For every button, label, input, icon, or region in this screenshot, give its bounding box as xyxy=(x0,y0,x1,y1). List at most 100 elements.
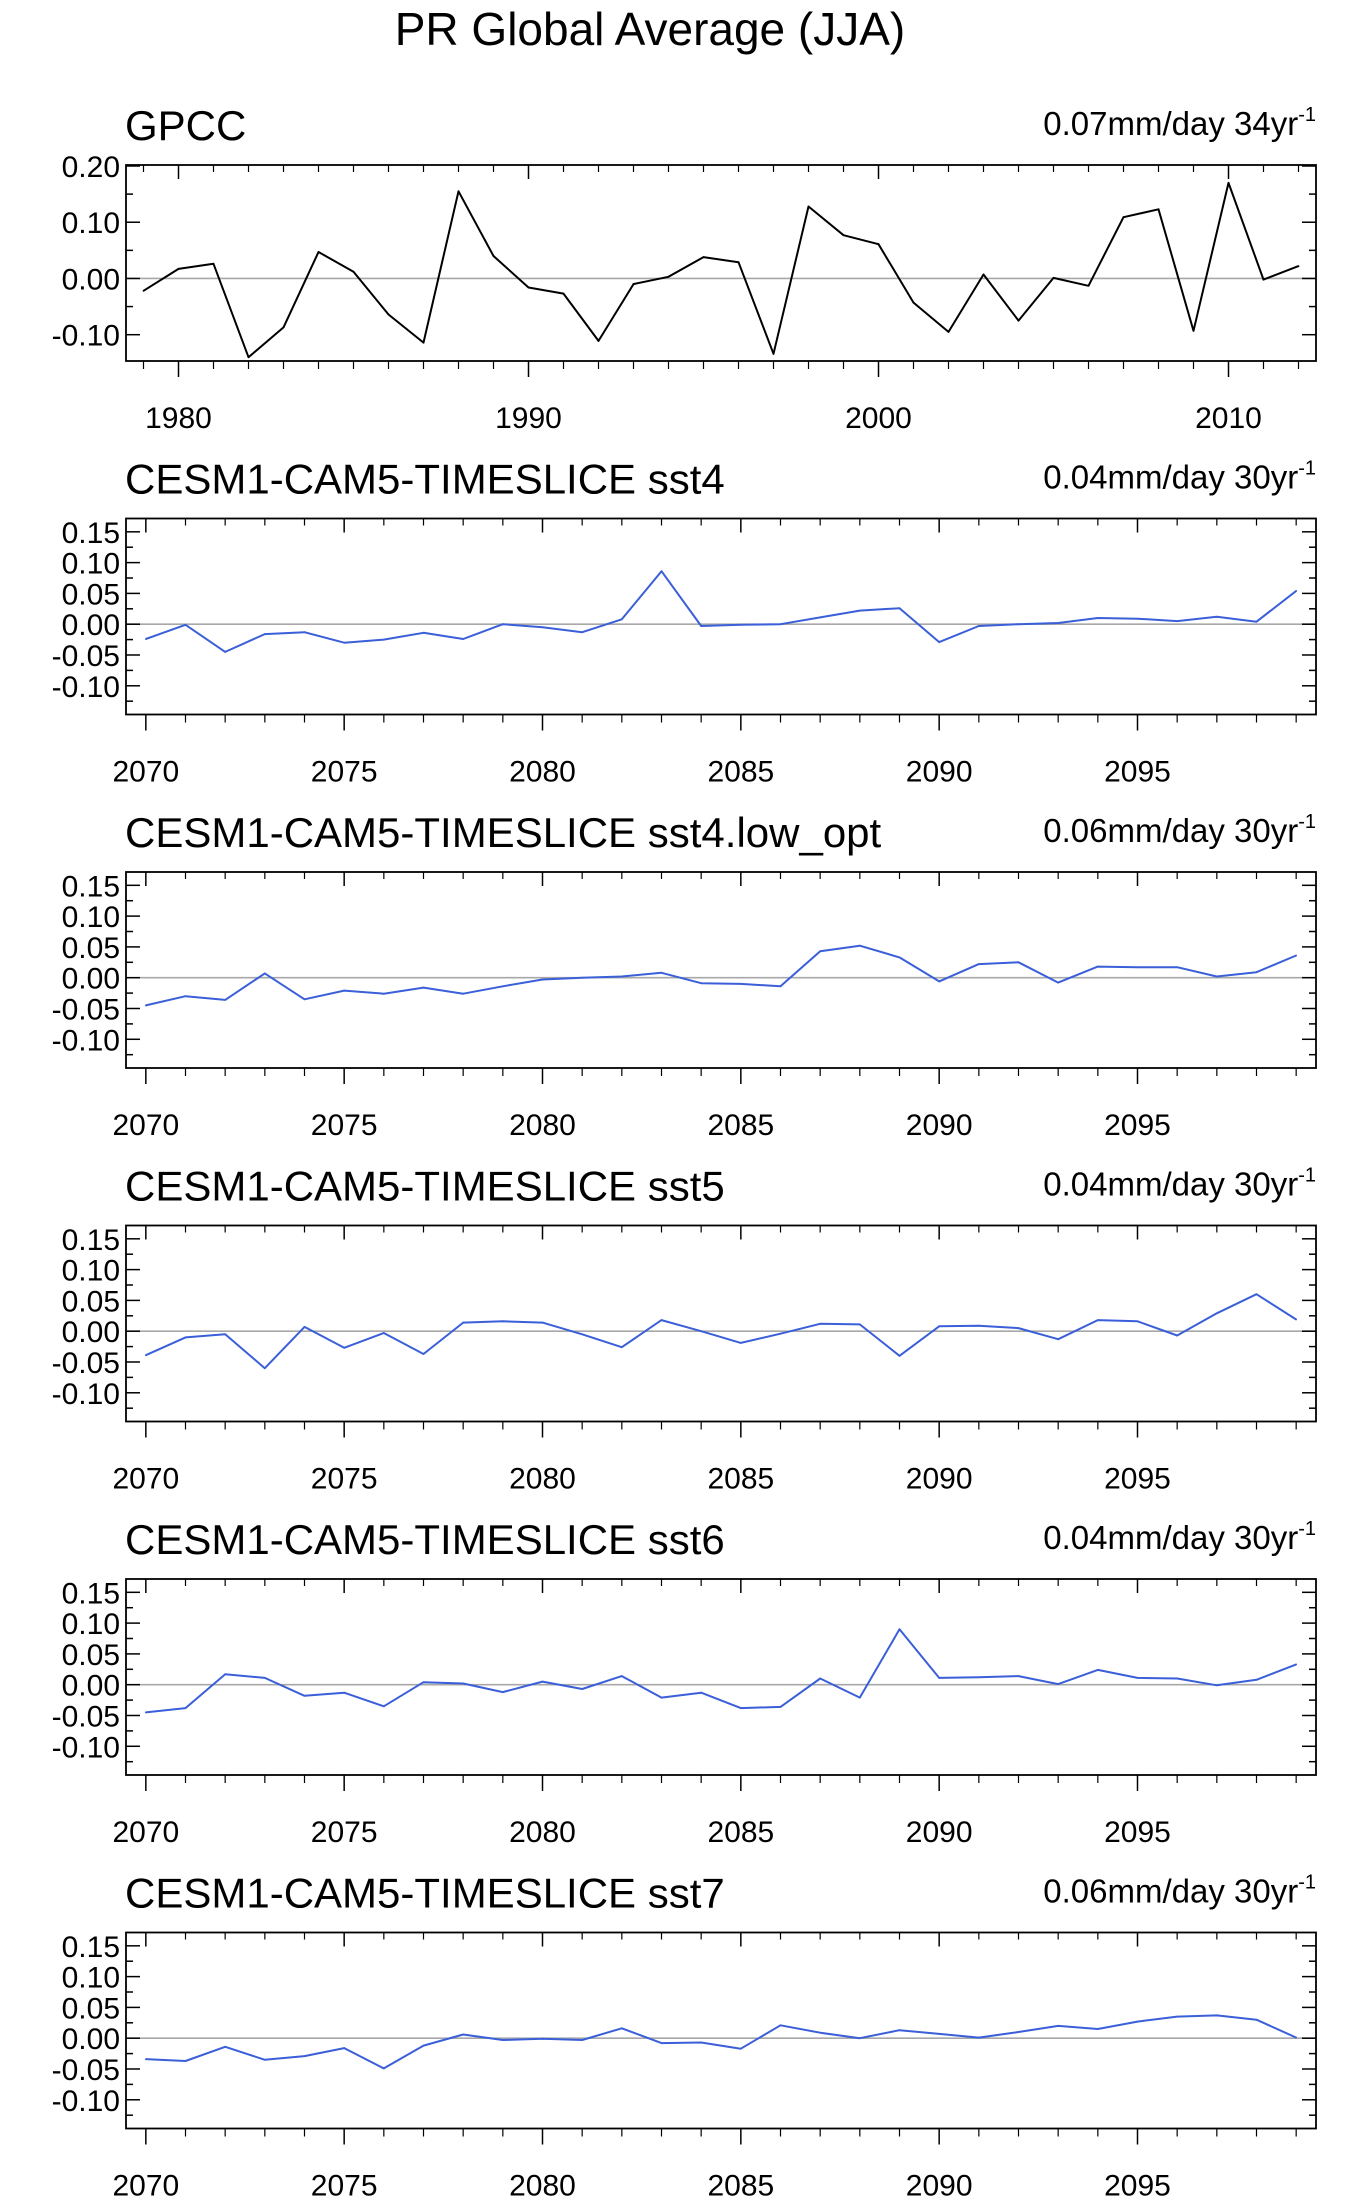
data-point xyxy=(977,1676,980,1679)
y-tick-label: -0.10 xyxy=(52,1731,120,1764)
plot-frame xyxy=(125,1931,1317,2130)
y-tick-label: -0.10 xyxy=(52,1024,120,1057)
x-tick-label: 2070 xyxy=(112,756,179,789)
trend-exponent: -1 xyxy=(1298,1872,1316,1894)
data-point xyxy=(1136,1677,1139,1679)
data-point xyxy=(382,2067,385,2070)
x-tick-label: 2075 xyxy=(311,756,378,789)
data-point xyxy=(177,268,180,270)
x-tick-label: 2090 xyxy=(906,2170,973,2203)
trend-value: 0.04mm/day 30yr xyxy=(1043,1519,1298,1556)
x-tick-label: 2075 xyxy=(311,1463,378,1496)
data-point xyxy=(303,1325,306,1328)
data-point xyxy=(541,2037,544,2040)
data-point xyxy=(620,1675,623,1677)
panel-title: CESM1-CAM5-TIMESLICE sst4.low_opt xyxy=(125,809,882,856)
data-point xyxy=(620,1346,623,1349)
x-tick-label: 2010 xyxy=(1195,402,1262,435)
data-point xyxy=(1262,278,1265,281)
panel-title: CESM1-CAM5-TIMESLICE sst6 xyxy=(125,1516,725,1563)
panel-1: GPCC 0.07mm/day 34yr-1 -0.10 0.00 0.10 0.20 19… xyxy=(52,102,1317,435)
x-tick-label: 2000 xyxy=(845,402,912,435)
data-point xyxy=(382,1332,385,1334)
data-point xyxy=(541,978,544,981)
data-point xyxy=(462,1682,465,1685)
x-tick-label: 2095 xyxy=(1104,1109,1171,1142)
data-point xyxy=(541,1321,544,1324)
data-point xyxy=(184,995,187,998)
data-point xyxy=(1215,975,1218,978)
y-tick-label: 0.10 xyxy=(62,1962,120,1995)
x-tick-label: 2090 xyxy=(906,1109,973,1142)
data-point xyxy=(1215,1684,1218,1687)
data-point xyxy=(660,1319,663,1322)
x-tick-label: 2090 xyxy=(906,1463,973,1496)
data-point xyxy=(1255,971,1258,974)
data-point xyxy=(1096,965,1099,968)
panel-title: CESM1-CAM5-TIMESLICE sst5 xyxy=(125,1163,725,1210)
data-point xyxy=(1017,1327,1020,1330)
data-point xyxy=(1176,966,1179,969)
data-point xyxy=(977,625,980,627)
data-point xyxy=(541,1680,544,1683)
data-point xyxy=(1096,1669,1099,1671)
data-point xyxy=(1017,623,1020,626)
data-point xyxy=(1215,615,1218,618)
y-tick-label: -0.05 xyxy=(52,993,120,1026)
trend-value: 0.04mm/day 30yr xyxy=(1043,1166,1298,1203)
series-line xyxy=(145,1293,1297,1370)
data-point xyxy=(819,616,822,619)
x-tick-label: 2070 xyxy=(112,2170,179,2203)
y-tick-label: -0.10 xyxy=(52,320,120,353)
data-point xyxy=(581,1688,584,1690)
data-point xyxy=(282,326,285,329)
data-point xyxy=(541,626,544,629)
data-point xyxy=(1096,1319,1099,1322)
data-point xyxy=(1017,961,1020,964)
y-tick-label: 0.10 xyxy=(62,207,120,240)
y-tick-label: 0.00 xyxy=(62,263,120,296)
data-point xyxy=(1136,1320,1139,1323)
data-point xyxy=(779,1332,782,1335)
data-point xyxy=(1255,2018,1258,2021)
y-tick-label: -0.05 xyxy=(52,1700,120,1733)
data-point xyxy=(700,1330,703,1333)
data-point xyxy=(1096,617,1099,619)
data-point xyxy=(422,631,425,634)
panel-6: CESM1-CAM5-TIMESLICE sst7 0.06mm/day 30yr… xyxy=(52,1870,1317,2203)
data-point xyxy=(1227,181,1230,184)
data-point xyxy=(343,989,346,992)
data-point xyxy=(224,2045,227,2048)
trend-value: 0.06mm/day 30yr xyxy=(1043,1873,1298,1910)
y-tick-label: -0.05 xyxy=(52,1347,120,1380)
data-point xyxy=(1297,265,1300,267)
y-tick-label: 0.10 xyxy=(62,901,120,934)
data-point xyxy=(1176,1334,1179,1337)
data-point xyxy=(667,275,670,278)
trend-value: 0.07mm/day 34yr xyxy=(1043,105,1298,142)
x-tick-label: 2085 xyxy=(707,2170,774,2203)
data-point xyxy=(1176,2015,1179,2018)
data-point xyxy=(422,341,425,344)
data-point xyxy=(1157,208,1160,211)
data-point xyxy=(224,1333,227,1336)
data-point xyxy=(1057,1338,1060,1341)
x-tick-label: 2075 xyxy=(311,1816,378,1849)
plot-frame xyxy=(125,164,1317,362)
panel-title: CESM1-CAM5-TIMESLICE sst7 xyxy=(125,1870,725,1917)
data-point xyxy=(303,2055,306,2057)
data-point xyxy=(581,2039,584,2041)
x-tick-label: 2085 xyxy=(707,756,774,789)
data-point xyxy=(1215,1312,1218,1315)
data-point xyxy=(527,286,530,289)
data-point xyxy=(739,982,742,985)
data-point xyxy=(224,651,227,653)
x-tick-label: 2095 xyxy=(1104,1463,1171,1496)
data-point xyxy=(1215,2014,1218,2017)
data-point xyxy=(1176,1677,1179,1680)
data-point xyxy=(1192,329,1195,332)
data-point xyxy=(858,609,861,612)
data-point xyxy=(501,985,504,988)
data-point xyxy=(263,1367,266,1370)
